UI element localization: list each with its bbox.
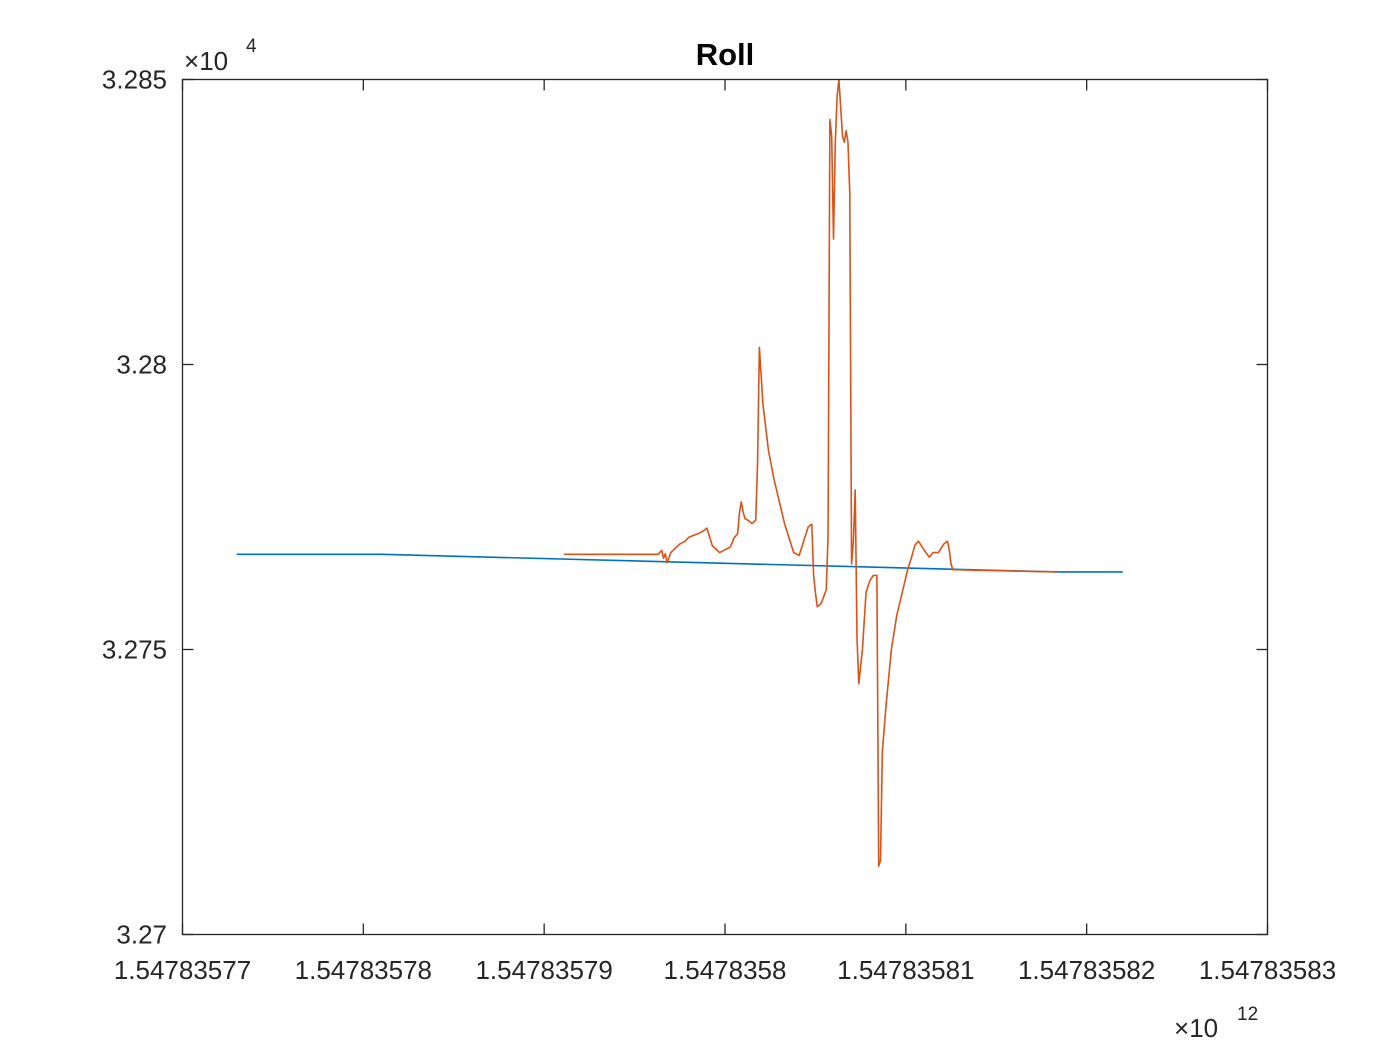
y-axis: 3.27 3.275 3.28 3.285 [102,65,1268,950]
x-axis: 1.54783577 1.54783578 1.54783579 1.5478358 1… [114,79,1336,985]
x-tick-label: 1.54783582 [1018,955,1155,985]
x-multiplier-exponent: 12 [1237,1004,1258,1025]
y-multiplier-base: 10 [199,46,228,76]
svg-text:×10: ×10 [1174,1013,1218,1043]
x-tick-label: 1.54783583 [1199,955,1336,985]
chart-title: Roll [696,37,755,72]
y-tick-label: 3.27 [116,920,167,950]
x-tick-label: 1.54783578 [295,955,432,985]
x-multiplier-symbol: × [1174,1013,1189,1043]
plot-area-frame [181,78,1269,936]
x-axis-multiplier: ×10 12 [1174,1004,1258,1043]
series-layer [236,78,1123,867]
x-tick-label: 1.54783581 [837,955,974,985]
x-tick-label: 1.5478358 [664,955,787,985]
x-tick-label: 1.54783577 [114,955,251,985]
y-tick-label: 3.285 [102,65,167,95]
y-tick-label: 3.275 [102,635,167,665]
series-line-2 [564,78,1058,867]
x-multiplier-base: 10 [1189,1013,1218,1043]
y-multiplier-exponent: 4 [246,36,257,57]
svg-text:×10: ×10 [184,46,228,76]
series-line-1 [236,553,1123,573]
y-axis-multiplier: ×10 4 [184,36,257,76]
y-tick-label: 3.28 [116,350,167,380]
x-tick-label: 1.54783579 [475,955,612,985]
y-multiplier-symbol: × [184,46,199,76]
